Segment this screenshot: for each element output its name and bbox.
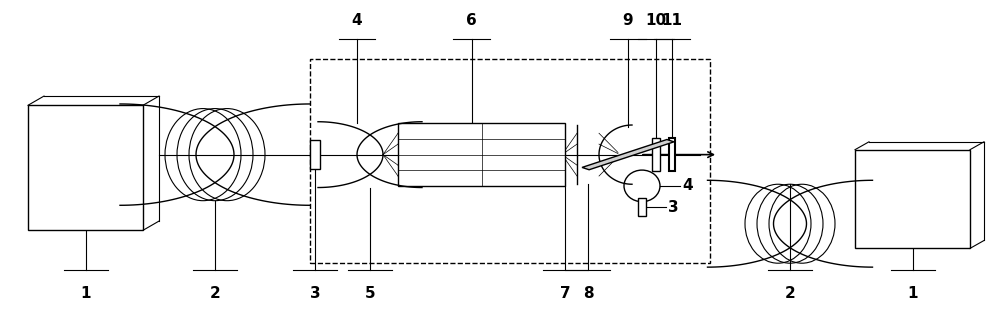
Text: 10: 10: [645, 13, 667, 28]
Bar: [669, 138, 675, 171]
Text: 11: 11: [662, 13, 682, 28]
Text: 8: 8: [583, 286, 593, 301]
Bar: [28, 105, 143, 230]
Text: 2: 2: [785, 286, 795, 301]
Bar: [652, 138, 660, 171]
Bar: [310, 140, 320, 169]
Text: 1: 1: [80, 286, 91, 301]
Bar: [638, 198, 646, 216]
Text: 5: 5: [365, 286, 375, 301]
Bar: [398, 123, 565, 186]
Text: 2: 2: [210, 286, 220, 301]
Polygon shape: [582, 139, 674, 170]
Text: 6: 6: [466, 13, 477, 28]
Text: 3: 3: [310, 286, 320, 301]
Text: 4: 4: [682, 178, 693, 193]
Text: 9: 9: [623, 13, 633, 28]
Text: 4: 4: [352, 13, 362, 28]
Text: 7: 7: [560, 286, 570, 301]
Bar: [310, 59, 710, 263]
Text: 3: 3: [668, 200, 679, 215]
Bar: [855, 150, 970, 248]
Text: 1: 1: [907, 286, 918, 301]
